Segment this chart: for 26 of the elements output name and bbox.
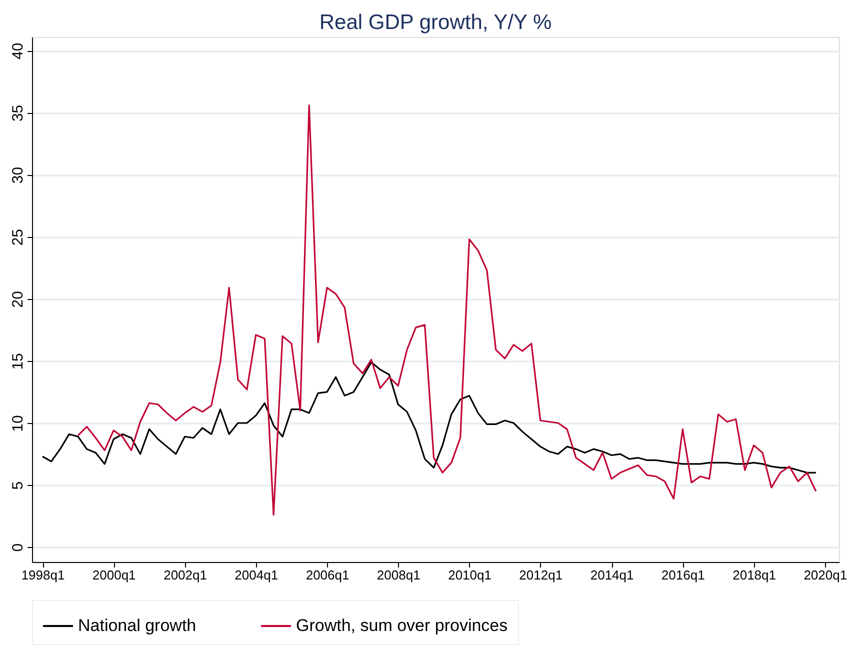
- legend-label: Growth, sum over provinces: [296, 616, 508, 635]
- x-tick-label: 2016q1: [661, 568, 705, 582]
- x-tick-label: 2020q1: [804, 568, 848, 582]
- y-tick-label: 25: [10, 228, 26, 246]
- x-tick-label: 2000q1: [92, 568, 136, 582]
- y-tick-label: 5: [10, 481, 26, 490]
- x-tick-label: 1998q1: [21, 568, 65, 582]
- x-tick-label: 2010q1: [448, 568, 492, 582]
- legend-label: National growth: [78, 616, 196, 635]
- y-tick-label: 0: [10, 543, 26, 552]
- x-tick-label: 2012q1: [519, 568, 563, 582]
- x-tick-label: 2008q1: [376, 568, 420, 582]
- x-tick-label: 2002q1: [164, 568, 207, 582]
- line-series: [42, 361, 817, 474]
- x-tick-label: 2014q1: [590, 568, 634, 582]
- y-tick-label: 40: [10, 42, 26, 60]
- chart-title: Real GDP growth, Y/Y %: [319, 11, 552, 34]
- y-tick-label: 35: [10, 104, 26, 122]
- y-tick-label: 15: [10, 353, 26, 370]
- x-tick-label: 2006q1: [306, 568, 350, 582]
- x-tick-label: 2018q1: [732, 568, 776, 582]
- line-series: [77, 104, 817, 516]
- y-tick-label: 30: [10, 166, 26, 184]
- x-tick-label: 2004q1: [234, 568, 278, 582]
- y-tick-label: 10: [10, 415, 26, 432]
- y-tick-label: 20: [10, 291, 26, 308]
